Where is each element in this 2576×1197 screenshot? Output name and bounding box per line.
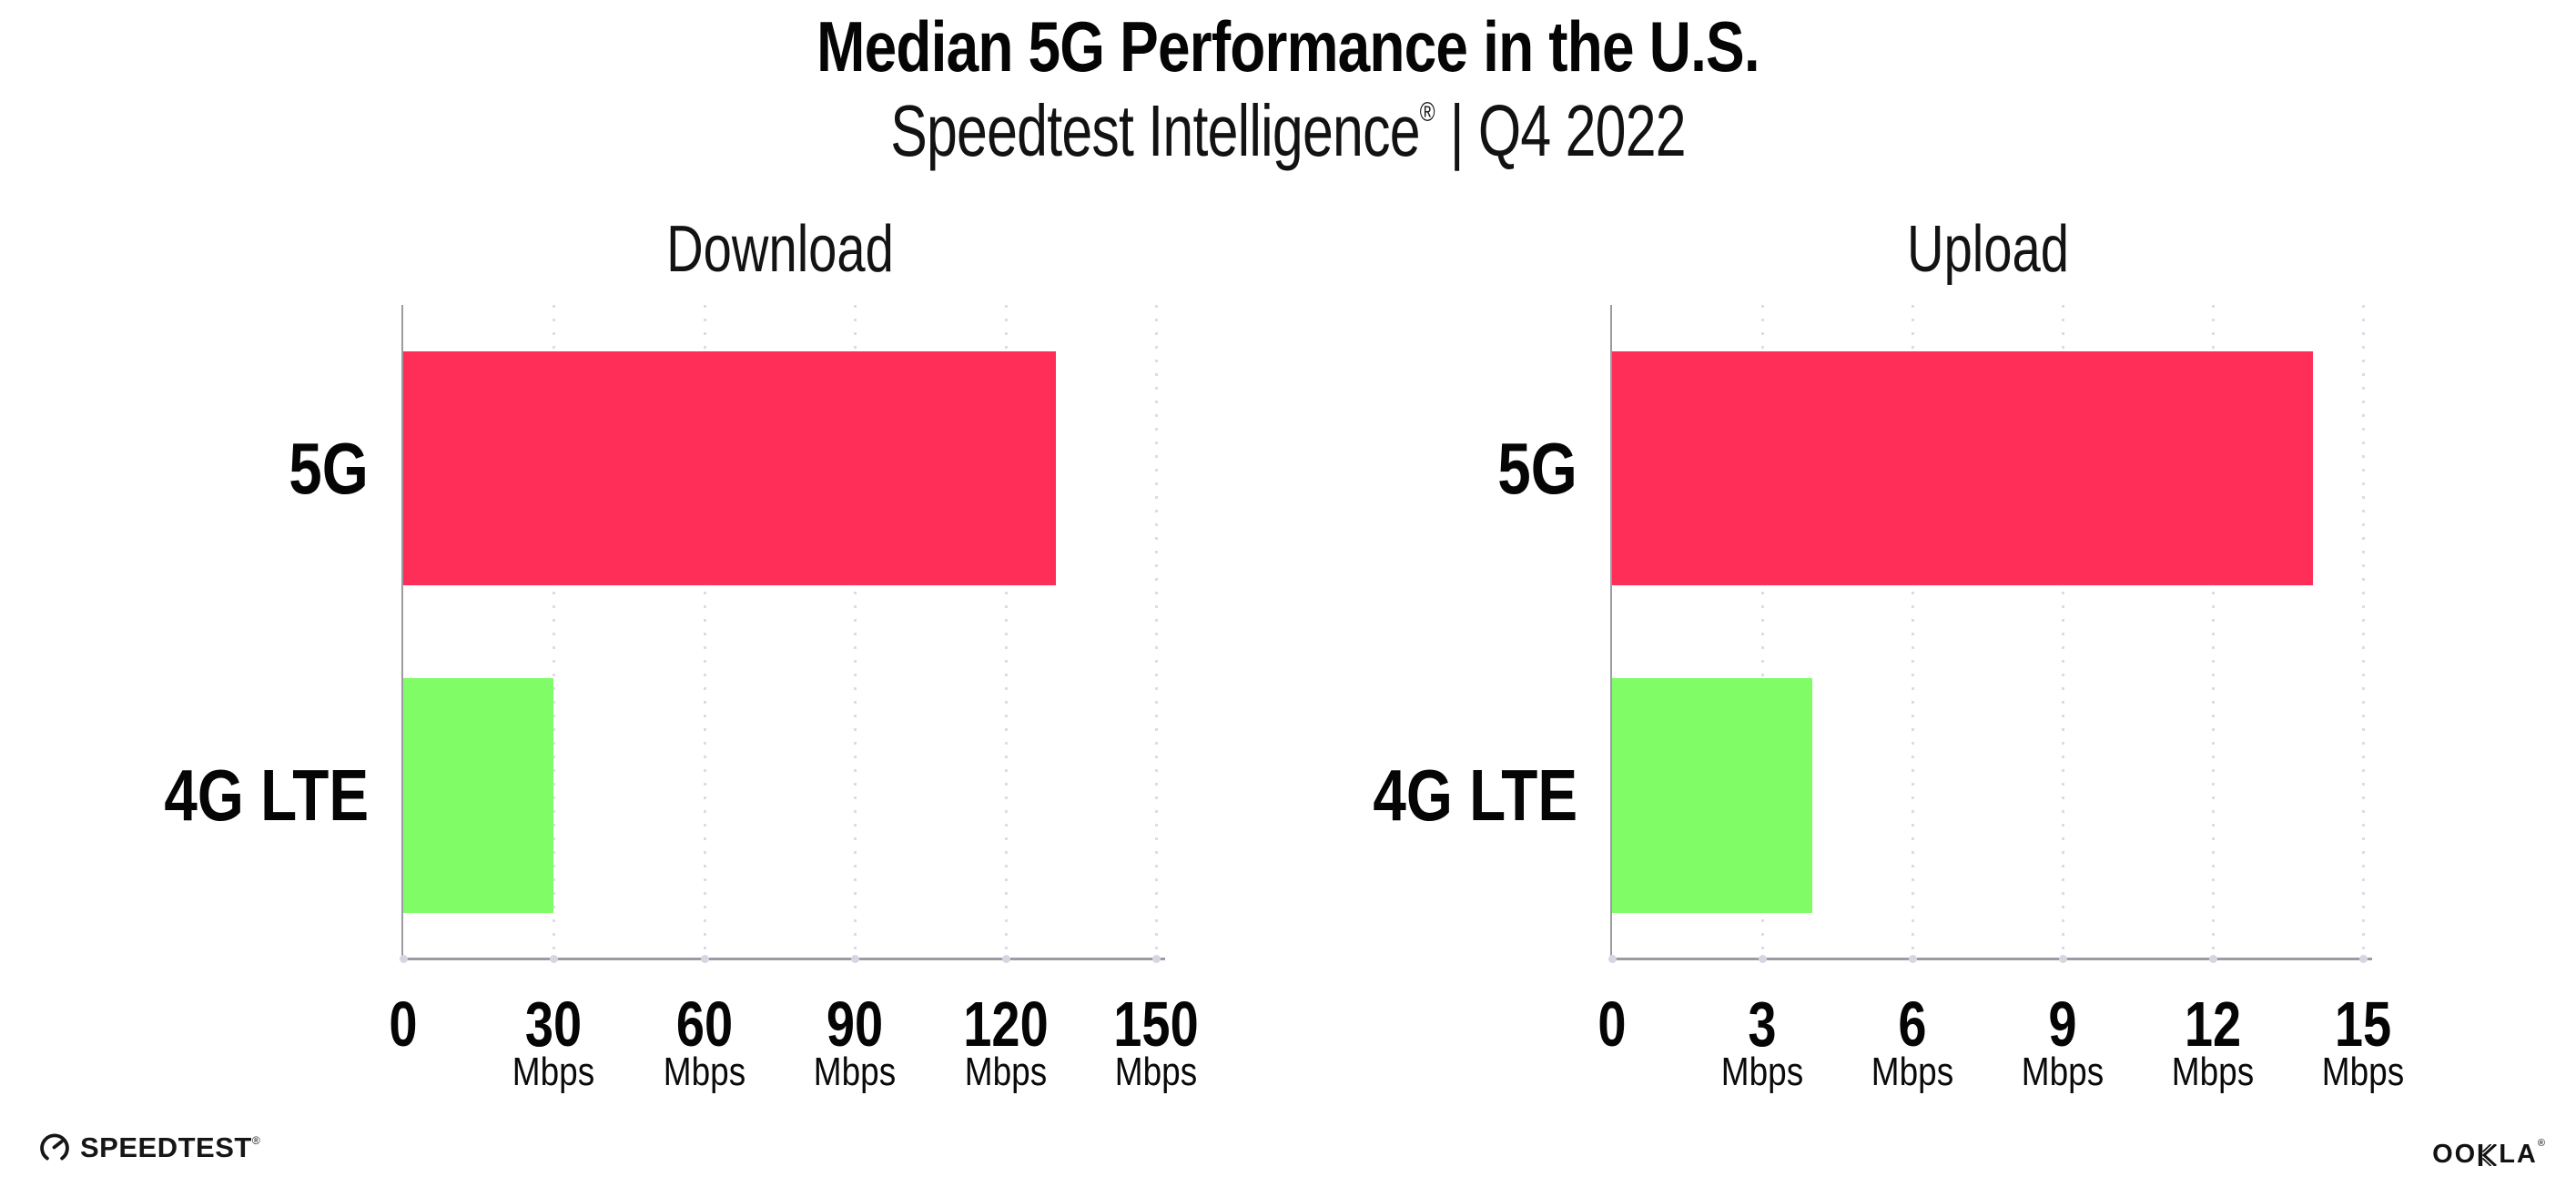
x-tick-label: 15 — [2334, 989, 2392, 1060]
bar-4g-lte — [403, 678, 554, 913]
y-axis-line — [401, 305, 403, 958]
ookla-registered-mark: ® — [2537, 1138, 2545, 1149]
gridline — [1004, 305, 1008, 958]
axis-tick-dot — [851, 955, 860, 963]
x-tick-label: 0 — [1597, 989, 1627, 1060]
x-tick-label: 6 — [1898, 989, 1927, 1060]
upload-chart-plot: Upload 5G 4G LTE 0 3 Mbps 6 Mbps 9 Mbps 12 Mbps 15 Mb… — [1373, 213, 2404, 1092]
page-subtitle: Speedtest Intelligence® | Q4 2022 — [309, 89, 2267, 173]
bar-5g — [403, 351, 1056, 585]
ookla-logo: OO LA ® — [2432, 1138, 2545, 1168]
x-tick-unit-label: Mbps — [964, 1050, 1047, 1094]
speedtest-wordmark: SPEEDTEST® — [80, 1131, 261, 1163]
x-tick-unit-label: Mbps — [1114, 1050, 1198, 1094]
axis-tick-dot — [1759, 955, 1767, 963]
x-tick-unit-label: Mbps — [1871, 1050, 1954, 1094]
download-chart-plot: Download 5G 4G LTE 0 30 Mbps 60 Mbps 90 Mbps 120 Mb… — [164, 213, 1198, 1092]
chart-title-download: Download — [665, 213, 894, 286]
x-tick-label: 150 — [1113, 989, 1199, 1060]
axis-tick-dot — [1909, 955, 1917, 963]
ookla-letters-la: LA — [2499, 1140, 2538, 1169]
gridline — [2362, 305, 2365, 958]
bar-5g — [1612, 351, 2313, 585]
gridline — [1912, 305, 1914, 958]
subtitle-brand: Speedtest Intelligence — [890, 90, 1420, 171]
x-axis-line — [401, 958, 1165, 960]
axis-tick-dot — [1152, 955, 1161, 963]
gridline — [1761, 305, 1764, 958]
axis-tick-dot — [1608, 955, 1617, 963]
x-tick-unit-label: Mbps — [2321, 1050, 2405, 1094]
x-tick-label: 60 — [675, 989, 733, 1060]
category-label-5g: 5G — [1497, 427, 1577, 509]
speedtest-logo: SPEEDTEST® — [40, 1132, 260, 1161]
x-tick-label: 0 — [389, 989, 418, 1060]
axis-tick-dot — [2059, 955, 2067, 963]
x-tick-label: 90 — [827, 989, 884, 1060]
speedtest-gauge-icon — [40, 1132, 69, 1161]
gridline — [2062, 305, 2064, 958]
x-tick-unit-label: Mbps — [2171, 1050, 2255, 1094]
x-tick-unit-label: Mbps — [1720, 1050, 1804, 1094]
category-label-4g-lte: 4G LTE — [1373, 755, 1577, 836]
ookla-striped-k-icon — [2478, 1143, 2498, 1166]
category-label-4g-lte: 4G LTE — [164, 755, 369, 836]
axis-tick-dot — [550, 955, 559, 963]
x-tick-label: 120 — [962, 989, 1049, 1060]
gridline — [2212, 305, 2215, 958]
x-tick-label: 3 — [1748, 989, 1777, 1060]
category-label-5g: 5G — [289, 427, 369, 509]
x-tick-label: 30 — [525, 989, 583, 1060]
chart-title-upload: Upload — [1906, 213, 2069, 286]
registered-trademark-icon: ® — [1419, 97, 1435, 127]
gridline — [553, 305, 556, 958]
x-tick-unit-label: Mbps — [2021, 1050, 2104, 1094]
x-tick-label: 12 — [2184, 989, 2242, 1060]
axis-tick-dot — [400, 955, 408, 963]
axis-tick-dot — [2359, 955, 2368, 963]
gridline — [854, 305, 857, 958]
gridline — [1155, 305, 1158, 958]
gridline — [703, 305, 706, 958]
y-axis-line — [1610, 305, 1612, 958]
x-tick-unit-label: Mbps — [813, 1050, 897, 1094]
speedtest-registered-mark: ® — [251, 1133, 261, 1147]
ookla-letters-oo: OO — [2432, 1140, 2478, 1169]
bar-4g-lte — [1612, 678, 1812, 913]
axis-tick-dot — [700, 955, 709, 963]
x-tick-unit-label: Mbps — [663, 1050, 745, 1094]
ookla-wordmark: OO LA — [2432, 1141, 2538, 1168]
x-axis-line — [1610, 958, 2372, 960]
page-title: Median 5G Performance in the U.S. — [816, 6, 1760, 86]
x-tick-label: 9 — [2048, 989, 2077, 1060]
axis-tick-dot — [2209, 955, 2217, 963]
axis-tick-dot — [1001, 955, 1010, 963]
x-tick-unit-label: Mbps — [512, 1050, 595, 1094]
subtitle-period: | Q4 2022 — [1435, 90, 1687, 171]
